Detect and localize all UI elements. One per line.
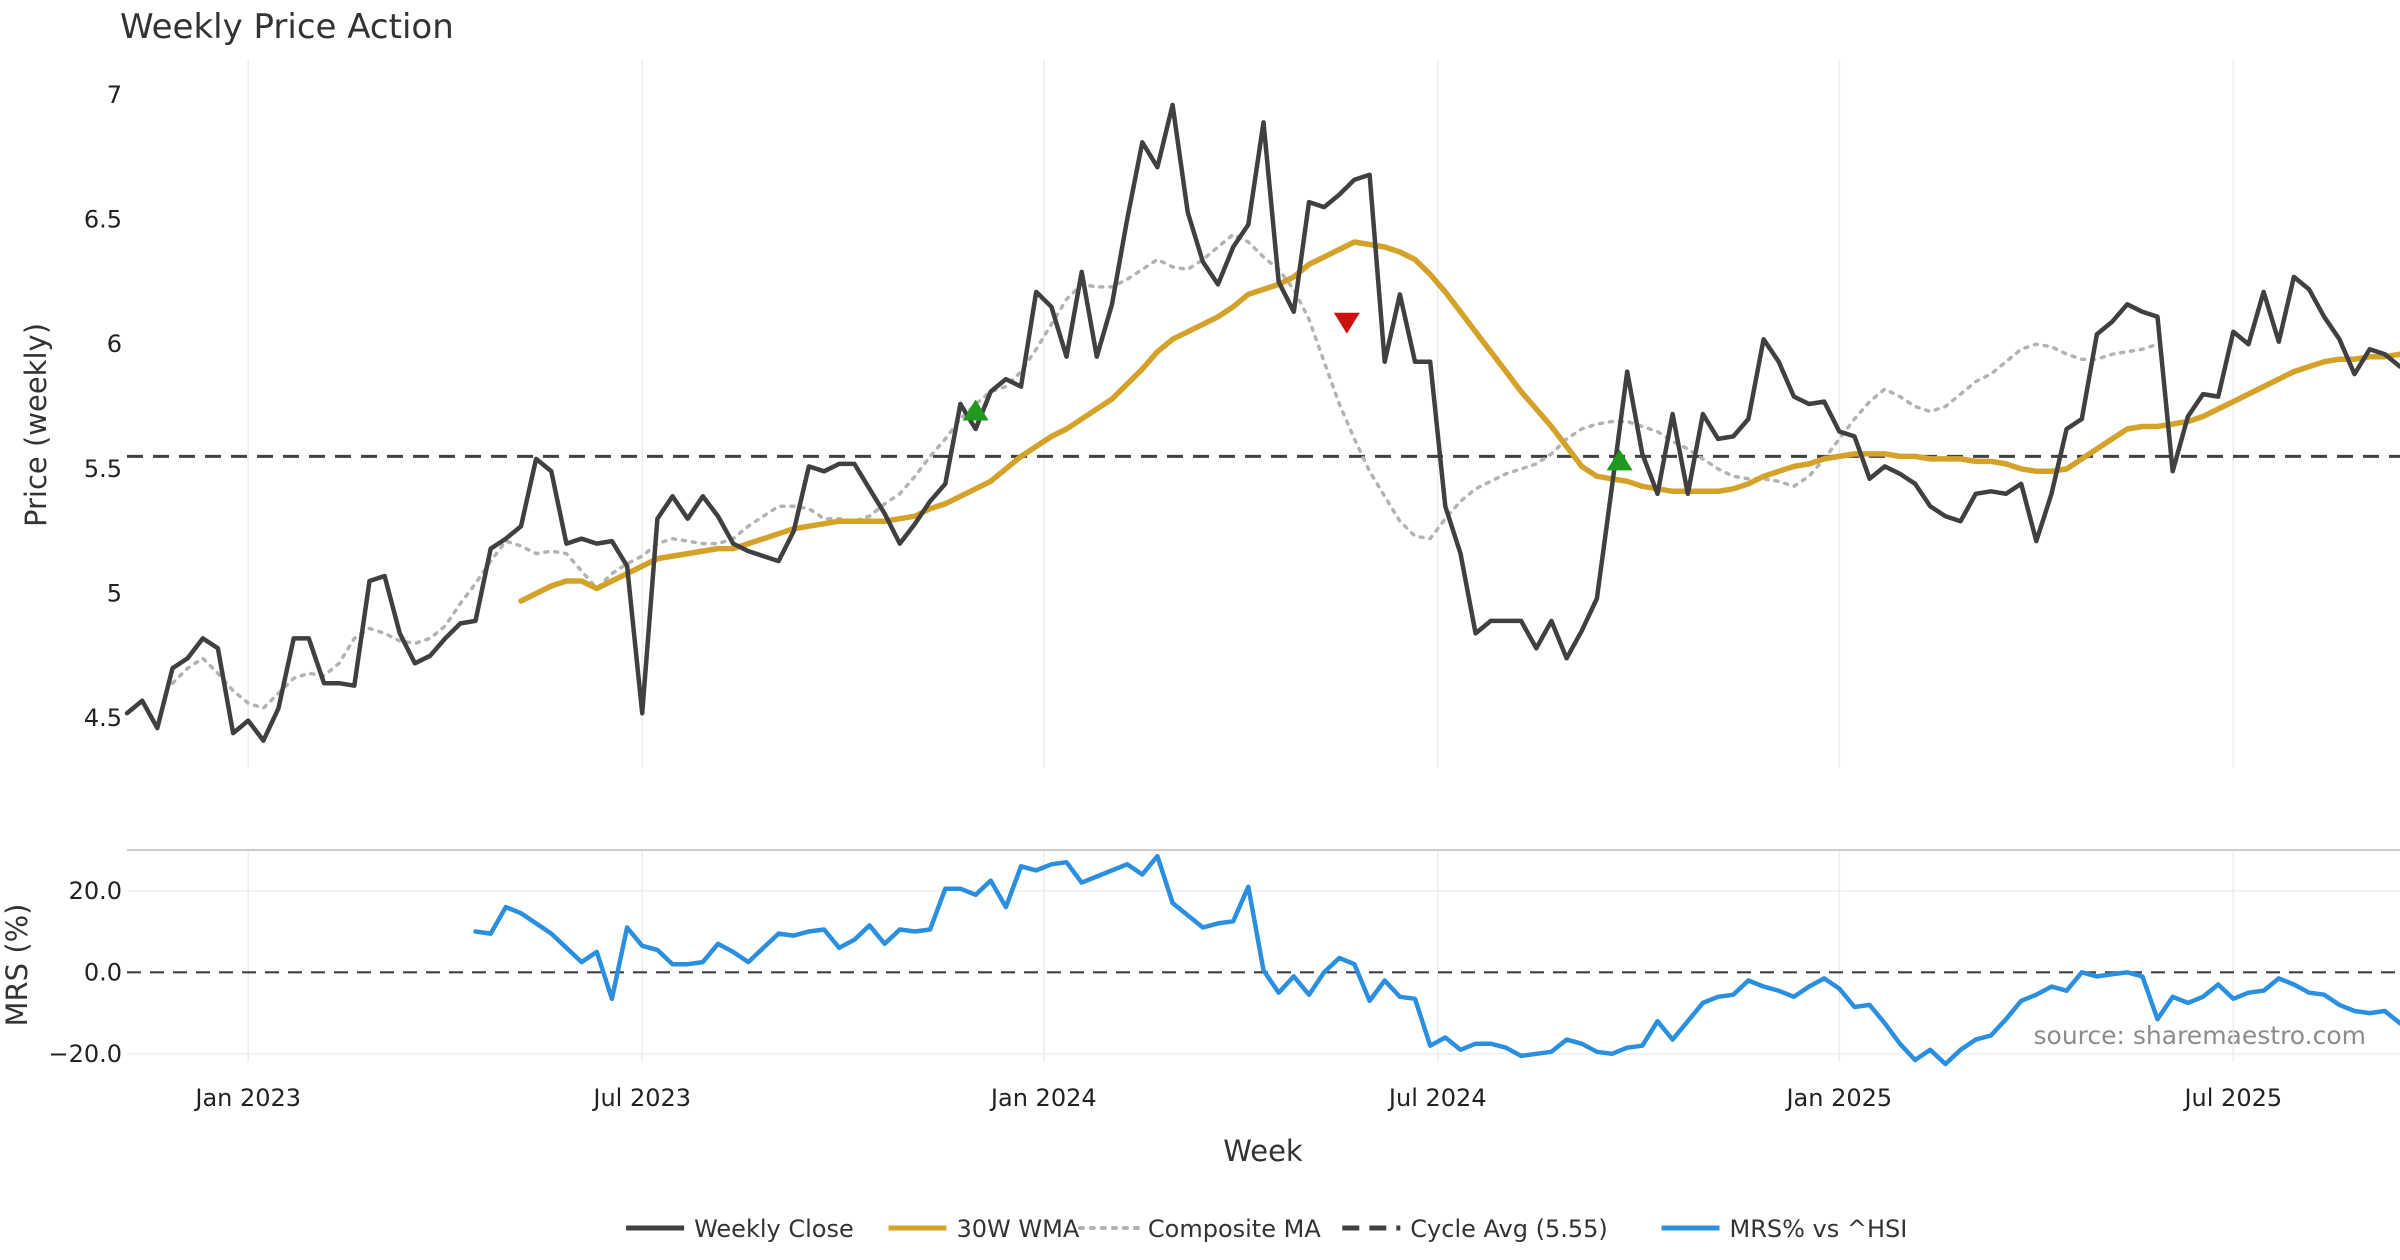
source-note: source: sharemaestro.com [2034,1021,2367,1050]
legend-entry-label: MRS% vs ^HSI [1730,1215,1908,1243]
legend: Weekly Close 30W WMA Composite MA Cycle Avg… [626,1215,1907,1243]
x-tick-label: Jan 2023 [193,1084,301,1112]
tick-labels-layer: Jan 2023 Jul 2023 Jan 2024 Jul 2024 Jan 2025… [48,81,2282,1112]
chart-title: Weekly Price Action [120,7,454,47]
legend-entry-label: Cycle Avg (5.55) [1410,1215,1607,1243]
legend-entry-label: Weekly Close [694,1215,854,1243]
signal-markers-layer [962,312,1633,471]
mrs-y-tick-label: −20.0 [48,1040,122,1068]
buy-signal-marker [962,399,989,421]
grid-layer [127,60,2400,1062]
reference-lines-layer [127,454,2400,974]
sell-signal-marker [1333,312,1360,334]
price-y-tick-label: 6 [107,330,122,358]
legend-entry-label: 30W WMA [957,1215,1080,1243]
x-tick-label: Jan 2024 [989,1084,1097,1112]
mrs-line [473,853,2400,1067]
x-tick-label: Jul 2024 [1387,1084,1487,1112]
weekly-close-line [124,102,2400,743]
wma-30w-line [518,239,2400,604]
mrs-y-axis-label: MRS (%) [0,904,34,1027]
legend-entry-label: Composite MA [1148,1215,1321,1243]
mrs-y-tick-label: 0.0 [84,958,122,986]
x-tick-label: Jul 2023 [591,1084,691,1112]
price-y-tick-label: 6.5 [84,206,122,234]
buy-signal-marker [1606,449,1633,471]
composite-ma-line [170,232,2160,710]
price-y-tick-label: 4.5 [84,704,122,732]
x-axis-label: Week [1223,1134,1303,1168]
x-tick-label: Jan 2025 [1784,1084,1892,1112]
price-y-tick-label: 5.5 [84,455,122,483]
price-y-axis-label: Price (weekly) [19,323,53,527]
price-y-tick-label: 5 [107,580,122,608]
series-layer [124,102,2400,1067]
x-tick-label: Jul 2025 [2182,1084,2282,1112]
price-y-tick-label: 7 [107,81,122,109]
mrs-y-tick-label: 20.0 [69,877,122,905]
